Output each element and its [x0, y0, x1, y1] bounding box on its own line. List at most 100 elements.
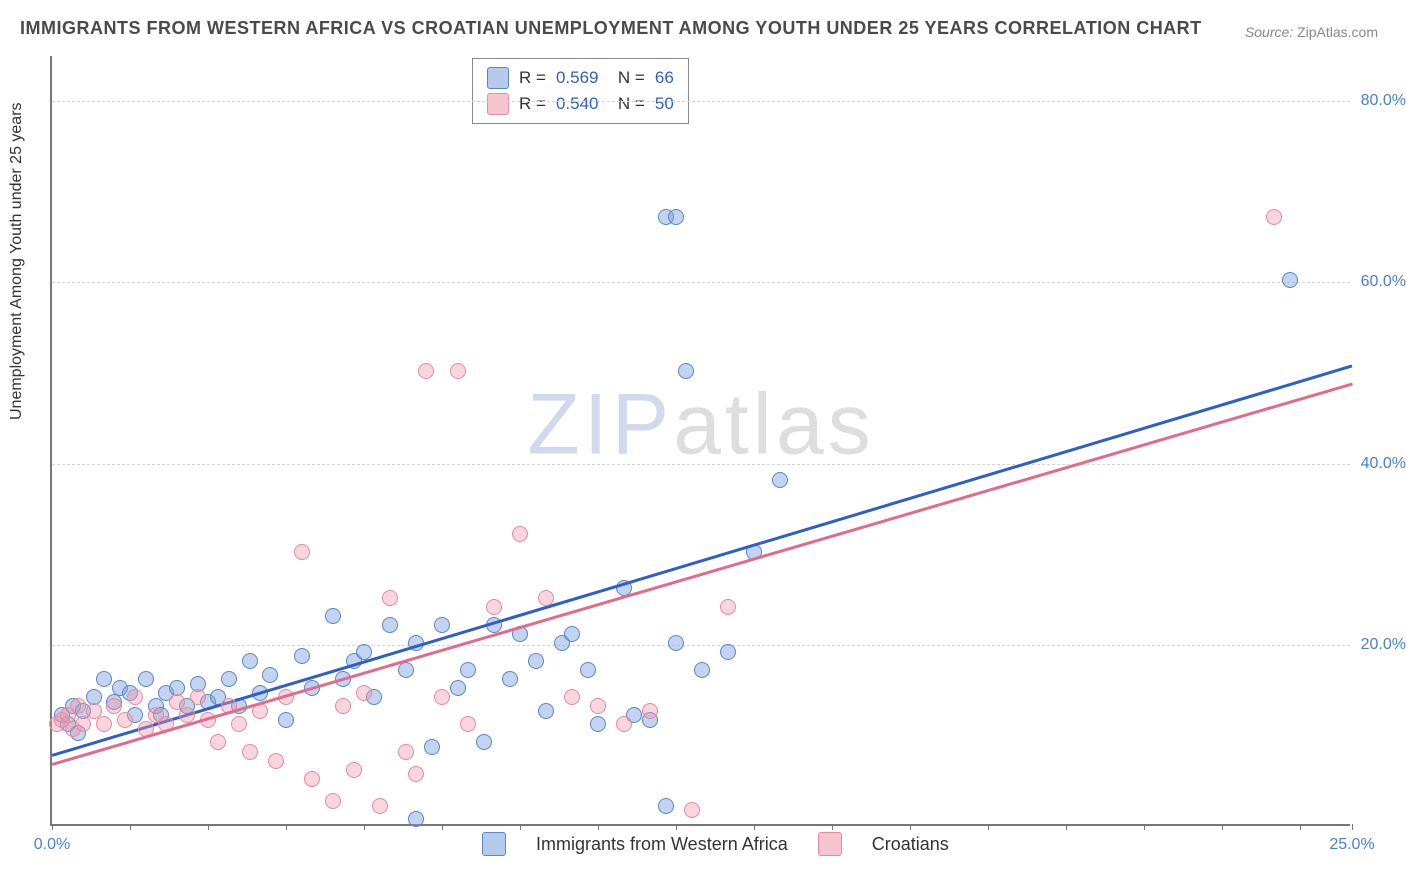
y-tick-label: 60.0% — [1361, 273, 1406, 291]
legend-r-blue: 0.569 — [556, 68, 599, 88]
data-point — [580, 662, 596, 678]
data-point — [398, 744, 414, 760]
x-tick-mark — [832, 824, 833, 830]
x-tick-mark — [520, 824, 521, 830]
data-point — [242, 653, 258, 669]
watermark: ZIPatlas — [527, 375, 874, 474]
data-point — [528, 653, 544, 669]
data-point — [268, 753, 284, 769]
data-point — [221, 671, 237, 687]
x-tick-mark — [676, 824, 677, 830]
legend-label-pink: Croatians — [872, 834, 949, 855]
x-tick-mark — [442, 824, 443, 830]
scatter-plot-area: ZIPatlas R = 0.569 N = 66 R = 0.540 N = … — [50, 56, 1350, 826]
data-point — [346, 762, 362, 778]
data-point — [668, 209, 684, 225]
legend-n-label: N = — [608, 94, 644, 114]
x-tick-mark — [1300, 824, 1301, 830]
data-point — [325, 608, 341, 624]
data-point — [70, 698, 86, 714]
data-point — [398, 662, 414, 678]
data-point — [616, 716, 632, 732]
legend-label-blue: Immigrants from Western Africa — [536, 834, 788, 855]
legend-n-pink: 50 — [655, 94, 674, 114]
data-point — [658, 798, 674, 814]
data-point — [538, 590, 554, 606]
data-point — [1266, 209, 1282, 225]
data-point — [564, 689, 580, 705]
data-point — [512, 526, 528, 542]
x-tick-mark — [364, 824, 365, 830]
x-tick-mark — [1066, 824, 1067, 830]
data-point — [476, 734, 492, 750]
data-point — [96, 671, 112, 687]
legend-row-blue: R = 0.569 N = 66 — [487, 65, 674, 91]
data-point — [278, 712, 294, 728]
swatch-blue-icon — [487, 67, 509, 89]
data-point — [460, 662, 476, 678]
watermark-bold: ZIP — [527, 376, 673, 472]
data-point — [117, 712, 133, 728]
data-point — [418, 363, 434, 379]
data-point — [502, 671, 518, 687]
y-tick-label: 80.0% — [1361, 92, 1406, 110]
gridline — [52, 464, 1350, 465]
legend-r-label: R = — [519, 68, 546, 88]
data-point — [720, 644, 736, 660]
gridline — [52, 645, 1350, 646]
x-tick-label: 0.0% — [34, 836, 70, 854]
correlation-legend: R = 0.569 N = 66 R = 0.540 N = 50 — [472, 58, 689, 124]
legend-n-label: N = — [608, 68, 644, 88]
gridline — [52, 101, 1350, 102]
x-tick-mark — [286, 824, 287, 830]
data-point — [772, 472, 788, 488]
x-tick-mark — [1222, 824, 1223, 830]
data-point — [294, 648, 310, 664]
data-point — [434, 617, 450, 633]
data-point — [434, 689, 450, 705]
data-point — [590, 698, 606, 714]
data-point — [642, 703, 658, 719]
y-tick-label: 20.0% — [1361, 636, 1406, 654]
x-tick-mark — [1352, 824, 1353, 830]
x-tick-label: 25.0% — [1329, 836, 1374, 854]
data-point — [720, 599, 736, 615]
data-point — [486, 599, 502, 615]
data-point — [190, 689, 206, 705]
source-label: Source: — [1245, 24, 1293, 40]
x-tick-mark — [1144, 824, 1145, 830]
x-tick-mark — [754, 824, 755, 830]
data-point — [127, 689, 143, 705]
gridline — [52, 282, 1350, 283]
trend-line — [52, 364, 1353, 756]
swatch-blue-icon — [482, 832, 506, 856]
data-point — [96, 716, 112, 732]
legend-r-pink: 0.540 — [556, 94, 599, 114]
legend-r-label: R = — [519, 94, 546, 114]
trend-line — [52, 382, 1353, 765]
data-point — [684, 802, 700, 818]
data-point — [382, 590, 398, 606]
data-point — [450, 363, 466, 379]
chart-title: IMMIGRANTS FROM WESTERN AFRICA VS CROATI… — [20, 18, 1202, 39]
series-legend: Immigrants from Western Africa Croatians — [482, 832, 949, 856]
data-point — [210, 734, 226, 750]
data-point — [538, 703, 554, 719]
x-tick-mark — [988, 824, 989, 830]
data-point — [138, 671, 154, 687]
data-point — [325, 793, 341, 809]
data-point — [1282, 272, 1298, 288]
data-point — [460, 716, 476, 732]
watermark-rest: atlas — [673, 376, 875, 472]
data-point — [75, 716, 91, 732]
y-tick-label: 40.0% — [1361, 455, 1406, 473]
data-point — [382, 617, 398, 633]
data-point — [294, 544, 310, 560]
data-point — [372, 798, 388, 814]
data-point — [590, 716, 606, 732]
data-point — [424, 739, 440, 755]
data-point — [668, 635, 684, 651]
x-tick-mark — [910, 824, 911, 830]
data-point — [231, 716, 247, 732]
legend-row-pink: R = 0.540 N = 50 — [487, 91, 674, 117]
